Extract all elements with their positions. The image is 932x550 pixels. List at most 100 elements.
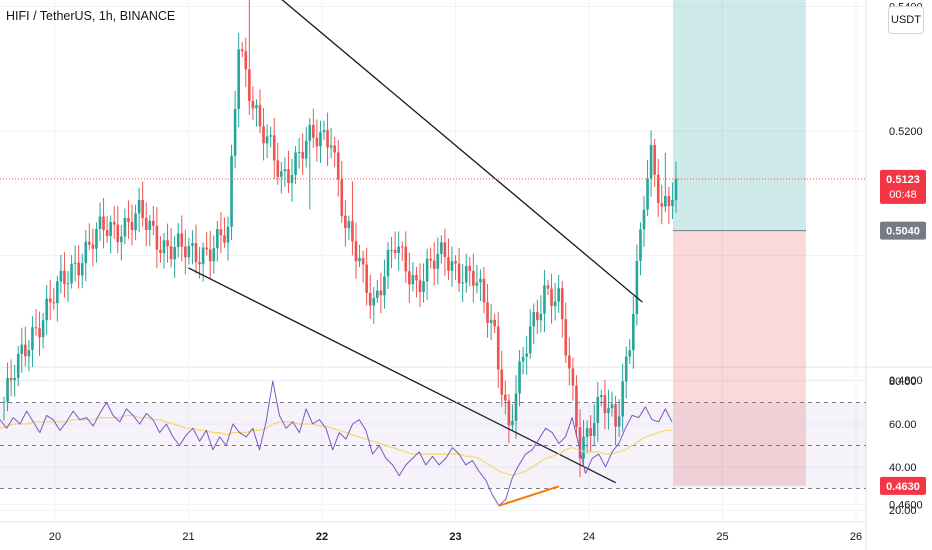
candle-body [443,242,447,258]
rsi-ma-line [0,414,672,477]
candle [48,279,52,320]
candle-body [624,356,628,382]
candle-body [450,261,454,271]
candle-body [589,428,592,437]
candle [59,255,63,294]
candle-body [312,124,315,138]
candle [532,303,536,345]
candle-body [329,145,333,148]
candle-body [333,145,336,153]
candle [511,404,514,432]
candle [269,126,272,148]
candle [386,242,390,289]
candle [667,186,671,225]
candle [265,124,269,159]
candle-body [496,326,500,370]
candle-body [379,290,383,296]
candle [304,126,308,168]
candle-body [340,179,344,216]
time-tick-label: 21 [182,531,194,543]
candle [16,346,20,387]
candle-body [440,242,443,254]
candle-body [617,416,621,427]
candle-body [486,302,489,324]
candle [127,200,130,239]
current-price-label: 0.5123 [886,174,920,186]
candle-body [80,263,84,276]
candle [63,252,66,298]
candles [2,0,678,478]
candle-body [112,222,116,225]
candle-body [418,280,422,293]
loss-zone [673,230,806,486]
candle [568,337,571,386]
candle [457,247,461,293]
candle [450,246,454,287]
candle [88,223,91,251]
candle-body [148,220,152,231]
candle-body [176,233,180,248]
candle [653,138,656,187]
currency-button[interactable]: USDT [888,6,924,34]
price-tick-label: 0.4800 [889,375,923,387]
candle [98,202,102,241]
candle-body [269,135,272,137]
candle [329,128,333,159]
candle [422,263,425,303]
candle-body [361,257,365,265]
candle [344,200,347,247]
candle [336,140,340,197]
candle-body [13,377,16,381]
candle [152,206,155,236]
candle-body [322,130,326,133]
upper-trendline [281,0,643,303]
rsi-pane [0,380,866,507]
candle-body [671,199,674,207]
candle-body [603,395,607,414]
candle [187,237,191,265]
candle-body [169,246,173,260]
candle-body [304,140,308,159]
candle-body [24,344,27,357]
candle [66,270,70,302]
candle-body [429,258,432,261]
candle-body [308,124,312,141]
candle [212,235,216,274]
candle [639,222,642,276]
candle [543,269,546,333]
candle [624,346,628,399]
candle-body [276,160,280,177]
candle-body [159,249,162,254]
candle [571,357,575,401]
candle-body [536,312,539,321]
candle [592,404,596,446]
candle-body [454,261,457,264]
candle [27,339,31,372]
candle [504,380,507,415]
candle-body [539,313,543,321]
candle-body [408,271,411,285]
candle [116,206,120,254]
candle [454,255,457,280]
candle [425,248,429,300]
candle-body [436,253,440,269]
candle [635,244,639,326]
candle-body [105,230,109,237]
candle [440,235,443,264]
candle [372,287,376,324]
candle-body [607,408,610,414]
candle [272,117,276,179]
candle-body [255,105,258,109]
candle [464,253,468,293]
candle [319,120,322,163]
candle [578,409,582,478]
candle [614,396,617,446]
candle-body [208,249,212,262]
candle-body [447,257,450,271]
candle-body [521,356,525,362]
candle-body [77,262,80,276]
candle-body [568,355,571,369]
candle-body [400,246,404,248]
candle [429,247,432,269]
candle [77,245,80,289]
